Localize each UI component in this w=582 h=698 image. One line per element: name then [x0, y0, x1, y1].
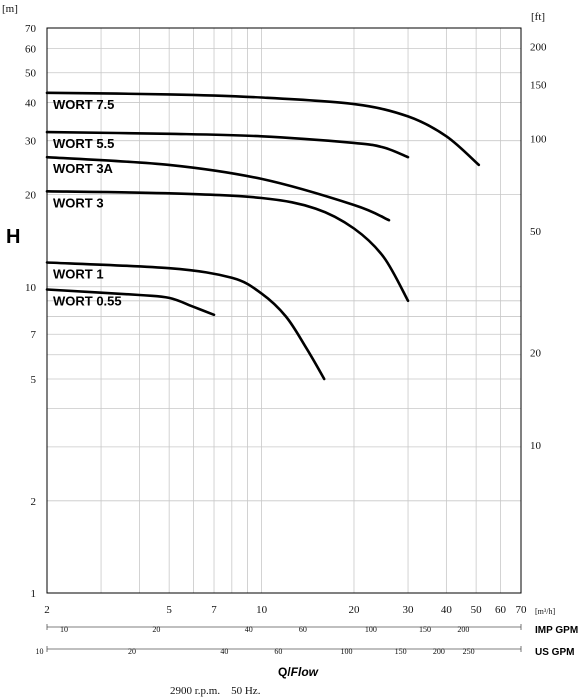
curve-wort-7-5	[45, 91, 481, 167]
y-right-tick-labels: 10 20 50 100 150 200	[530, 41, 547, 451]
imp-gpm-tick-label: 20	[152, 625, 160, 634]
x-tick-label: 60	[495, 604, 507, 616]
y-left-tick-label: 70	[25, 23, 37, 35]
y-right-unit: [ft]	[531, 11, 545, 23]
y-left-tick-label: 5	[31, 374, 37, 386]
x-tick-label: 40	[441, 604, 453, 616]
y-right-tick-label: 150	[530, 80, 547, 92]
y-right-tick-label: 100	[530, 134, 547, 146]
imp-gpm-tick-label: 10	[60, 625, 68, 634]
y-left-tick-label: 1	[31, 588, 37, 600]
us-gpm-tick-label: 100	[341, 647, 353, 656]
series-label-wort-3: WORT 3	[53, 195, 104, 210]
x-axis-title-prefix: Q/	[278, 665, 291, 679]
curve-wort-3a	[45, 155, 391, 222]
y-left-tick-label: 50	[25, 68, 37, 80]
imp-gpm-label: IMP GPM	[535, 625, 578, 636]
series-label-wort-3a: WORT 3A	[53, 161, 114, 176]
imp-gpm-tick-label: 150	[419, 625, 431, 634]
x-tick-label: 50	[471, 604, 483, 616]
x-tick-label: 70	[516, 604, 528, 616]
curve-wort-1	[45, 261, 326, 381]
y-axis-title: H	[6, 226, 20, 248]
speed-frequency-note: 2900 r.p.m. 50 Hz.	[170, 685, 261, 697]
y-left-tick-label: 10	[25, 282, 37, 294]
y-left-tick-labels: 1 2 5 7 10 20 30 40 50 60 70	[25, 23, 37, 600]
x-tick-label: 20	[348, 604, 360, 616]
curve-wort-3	[45, 190, 410, 303]
us-gpm-tick-label: 60	[274, 647, 282, 656]
us-gpm-label: US GPM	[535, 647, 574, 658]
y-left-tick-label: 20	[25, 190, 37, 202]
y-left-tick-label: 7	[31, 329, 37, 341]
imp-gpm-tick-label: 40	[245, 625, 253, 634]
series-label-wort-1: WORT 1	[53, 267, 104, 282]
y-left-tick-label: 40	[25, 97, 37, 109]
x-tick-label: 2	[44, 604, 50, 616]
y-right-tick-label: 50	[530, 226, 542, 238]
y-right-tick-label: 10	[530, 440, 542, 452]
x-tick-label: 10	[256, 604, 268, 616]
us-gpm-tick-label: 40	[220, 647, 228, 656]
series-label-wort-7-5: WORT 7.5	[53, 97, 114, 112]
series-labels: WORT 7.5 WORT 5.5 WORT 3A WORT 3 WORT 1 WORT …	[53, 97, 122, 309]
curve-wort-5-5	[45, 130, 410, 159]
gpm-scales: 10 20 40 60 100 150 200 10 20 40 60 100 150 200 250	[36, 624, 522, 656]
x-tick-label: 5	[166, 604, 172, 616]
series-label-wort-0-55: WORT 0.55	[53, 293, 122, 308]
curve-wort-0-55	[45, 288, 216, 317]
imp-gpm-tick-label: 60	[299, 625, 307, 634]
imp-gpm-tick-label: 200	[457, 625, 469, 634]
y-left-tick-label: 60	[25, 44, 37, 56]
x-unit: [m³/h]	[535, 607, 556, 616]
pump-curves	[45, 91, 481, 381]
y-right-tick-label: 200	[530, 41, 547, 53]
plot-frame	[46, 27, 522, 594]
x-axis-title: Q/Flow	[278, 665, 319, 679]
x-tick-labels: 2 5 7 10 20 30 40 50 60 70	[44, 604, 527, 616]
series-label-wort-5-5: WORT 5.5	[53, 136, 114, 151]
us-gpm-tick-label: 20	[128, 647, 136, 656]
us-gpm-tick-label: 10	[36, 647, 44, 656]
y-left-tick-label: 2	[31, 496, 37, 508]
imp-gpm-tick-label: 100	[365, 625, 377, 634]
y-left-unit: [m]	[2, 3, 18, 15]
y-right-tick-label: 20	[530, 348, 542, 360]
us-gpm-tick-label: 250	[463, 647, 475, 656]
x-axis-title-suffix: Flow	[291, 665, 319, 679]
y-left-tick-label: 30	[25, 136, 37, 148]
x-tick-label: 7	[211, 604, 217, 616]
us-gpm-tick-label: 200	[433, 647, 445, 656]
chart-grid	[46, 27, 522, 594]
x-tick-label: 30	[403, 604, 415, 616]
us-gpm-tick-label: 150	[395, 647, 407, 656]
